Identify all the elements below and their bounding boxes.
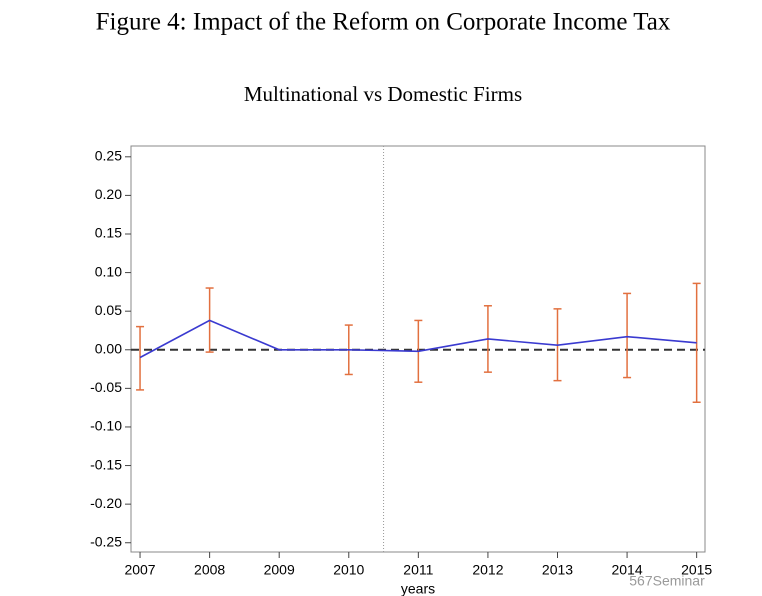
x-tick-label: 2015	[681, 562, 712, 578]
x-tick-label: 2007	[124, 562, 155, 578]
x-axis-label: years	[401, 581, 435, 596]
y-tick-label: 0.25	[95, 148, 122, 164]
x-tick-label: 2013	[542, 562, 573, 578]
x-tick-label: 2009	[264, 562, 295, 578]
x-tick-label: 2008	[194, 562, 225, 578]
y-tick-label: -0.10	[90, 418, 122, 434]
y-tick-label: -0.05	[90, 379, 122, 395]
y-tick-label: -0.15	[90, 456, 122, 472]
watermark: 567Seminar	[629, 573, 705, 589]
y-tick-label: 0.15	[95, 225, 122, 241]
y-tick-label: 0.00	[95, 340, 122, 356]
chart-subtitle: Multinational vs Domestic Firms	[244, 82, 522, 106]
y-tick-label: 0.05	[95, 302, 122, 318]
line	[139, 319, 697, 359]
x-tick-label: 2012	[472, 562, 503, 578]
y-tick-label: 0.20	[95, 186, 122, 202]
y-tick-label: -0.25	[90, 533, 122, 549]
x-tick-label: 2010	[333, 562, 364, 578]
y-tick-label: -0.20	[90, 495, 122, 511]
y-tick-label: 0.10	[95, 263, 122, 279]
x-tick-label: 2011	[403, 562, 433, 578]
chart-title: Figure 4: Impact of the Reform on Corpor…	[96, 9, 671, 36]
x-tick-label: 2014	[611, 562, 642, 578]
